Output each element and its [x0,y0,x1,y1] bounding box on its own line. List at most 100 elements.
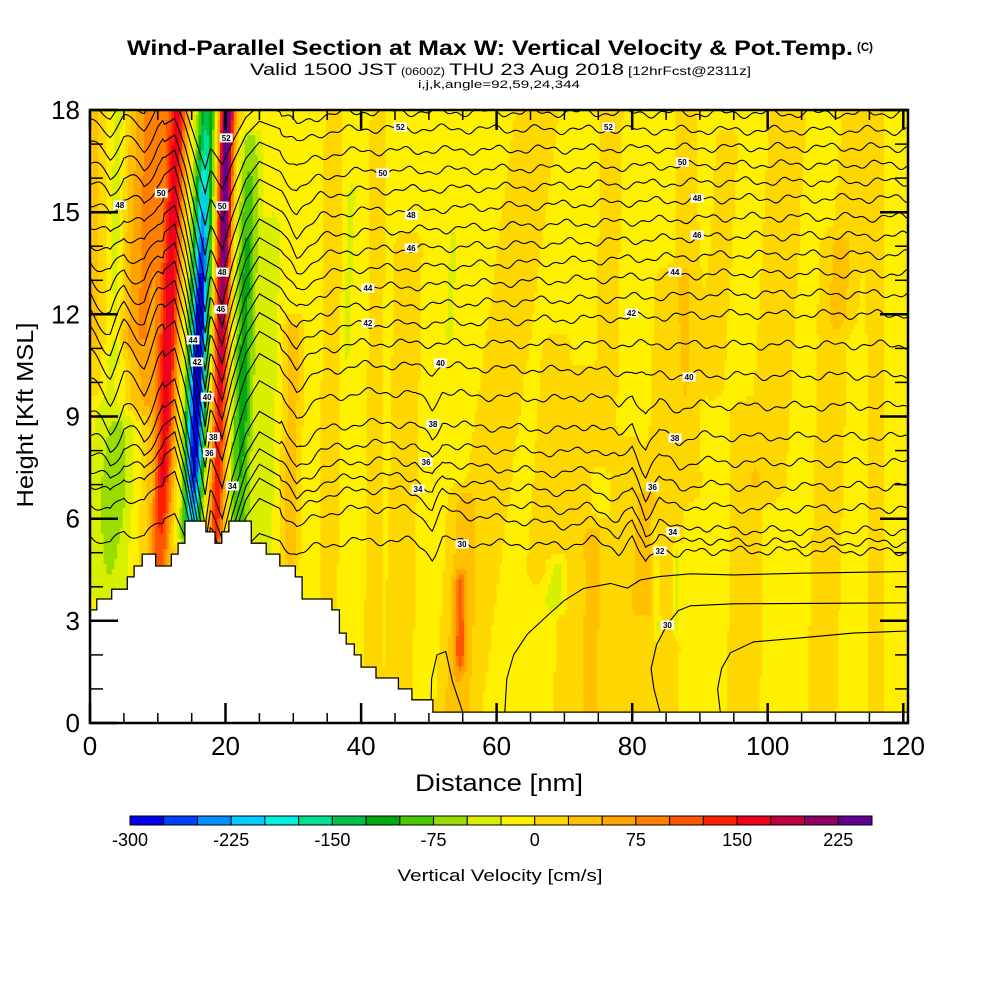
field-cell [420,344,487,350]
field-cell [542,236,598,243]
field-cell [651,349,682,355]
field-cell [466,640,473,646]
field-cell [819,262,834,268]
field-cell [789,430,817,437]
field-cell [130,287,140,294]
field-cell [388,497,419,503]
field-cell [840,522,869,529]
field-cell [458,655,462,662]
field-cell [347,262,354,268]
field-cell [90,257,94,263]
field-cell [171,527,175,534]
field-cell [241,292,251,299]
field-cell [228,471,232,478]
field-cell [220,236,224,243]
field-cell [100,512,123,519]
field-cell [382,481,389,488]
field-cell [672,568,676,575]
field-cell [184,435,188,442]
field-cell [141,252,164,258]
field-cell [474,619,495,626]
field-cell [182,471,186,478]
field-cell [285,441,297,447]
field-cell [813,441,845,447]
field-cell [653,323,682,330]
field-cell [252,405,275,412]
field-cell [811,589,842,595]
field-cell [529,522,636,529]
field-cell [727,655,763,662]
field-cell [125,292,132,299]
field-cell [618,282,655,289]
field-cell [236,277,240,284]
field-cell [339,466,367,473]
field-cell [119,323,126,330]
field-cell [122,257,126,263]
field-cell [596,681,679,687]
field-cell [678,691,728,698]
field-cell [184,369,188,376]
field-cell [133,400,145,406]
field-cell [228,277,232,284]
field-cell [455,655,460,662]
field-cell [222,349,226,355]
field-cell [111,262,118,268]
field-cell [453,624,457,631]
field-cell [599,604,633,611]
field-cell [496,584,549,590]
field-cell [146,548,151,555]
field-cell [304,384,321,391]
field-cell [119,303,126,309]
field-cell [553,563,563,570]
field-cell [382,502,389,509]
field-cell [472,640,492,646]
field-cell [849,267,885,274]
field-cell [366,435,384,442]
field-cell [382,435,392,442]
field-cell [366,578,384,585]
field-cell [382,578,386,585]
field-cell [653,292,679,299]
field-cell [466,573,476,580]
field-cell [165,292,175,299]
field-cell [171,369,175,376]
field-cell [420,328,446,335]
field-cell [241,287,251,294]
field-cell [117,553,129,560]
field-cell [884,573,908,580]
field-cell [203,287,207,294]
field-cell [363,619,384,626]
field-cell [230,287,235,294]
field-cell [846,354,869,360]
field-cell [369,267,386,274]
field-cell [678,599,731,606]
field-cell [271,517,281,524]
field-cell [217,522,221,529]
field-cell [531,323,598,330]
field-cell [830,298,847,304]
field-cell [567,578,587,585]
field-cell [808,660,839,667]
field-cell [230,441,235,447]
field-cell [884,318,908,325]
field-cell [762,635,809,641]
field-cell [225,328,229,335]
field-cell [618,262,668,268]
field-cell [296,548,302,555]
field-cell [651,487,701,493]
field-cell [727,640,763,646]
field-cell [521,395,541,401]
field-cell [179,236,183,243]
field-cell [90,349,94,355]
field-cell [868,558,885,565]
field-cell [840,594,869,601]
field-cell [865,287,885,294]
field-cell [339,338,346,345]
field-cell [339,456,367,463]
field-cell [762,640,809,646]
field-cell [390,415,419,422]
field-cell [203,303,207,309]
field-cell [203,379,207,386]
field-cell [819,333,850,340]
field-cell [165,517,170,524]
